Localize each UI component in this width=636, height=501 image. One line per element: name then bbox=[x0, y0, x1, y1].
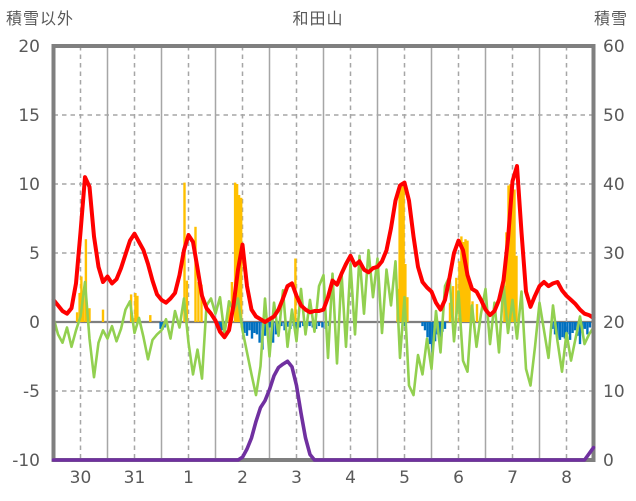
svg-text:30: 30 bbox=[603, 244, 625, 264]
svg-text:7: 7 bbox=[507, 468, 518, 488]
svg-text:5: 5 bbox=[399, 468, 410, 488]
svg-text:4: 4 bbox=[345, 468, 356, 488]
svg-text:8: 8 bbox=[561, 468, 572, 488]
svg-text:10: 10 bbox=[18, 175, 40, 195]
svg-text:-5: -5 bbox=[23, 382, 40, 402]
svg-text:60: 60 bbox=[603, 37, 625, 57]
svg-text:10: 10 bbox=[603, 382, 625, 402]
svg-text:0: 0 bbox=[29, 313, 40, 333]
svg-text:6: 6 bbox=[453, 468, 464, 488]
svg-text:31: 31 bbox=[124, 468, 146, 488]
svg-text:3: 3 bbox=[291, 468, 302, 488]
svg-text:2: 2 bbox=[237, 468, 248, 488]
svg-text:40: 40 bbox=[603, 175, 625, 195]
svg-text:30: 30 bbox=[70, 468, 92, 488]
svg-text:20: 20 bbox=[603, 313, 625, 333]
right-axis-title: 積雪 bbox=[593, 9, 628, 28]
left-axis-title: 積雪以外 bbox=[6, 9, 75, 28]
svg-text:5: 5 bbox=[29, 244, 40, 264]
svg-text:-10: -10 bbox=[12, 451, 40, 471]
chart-title: 和田山 bbox=[292, 9, 344, 28]
svg-text:0: 0 bbox=[603, 451, 614, 471]
svg-text:50: 50 bbox=[603, 106, 625, 126]
svg-text:1: 1 bbox=[183, 468, 194, 488]
svg-text:15: 15 bbox=[18, 106, 40, 126]
svg-text:20: 20 bbox=[18, 37, 40, 57]
